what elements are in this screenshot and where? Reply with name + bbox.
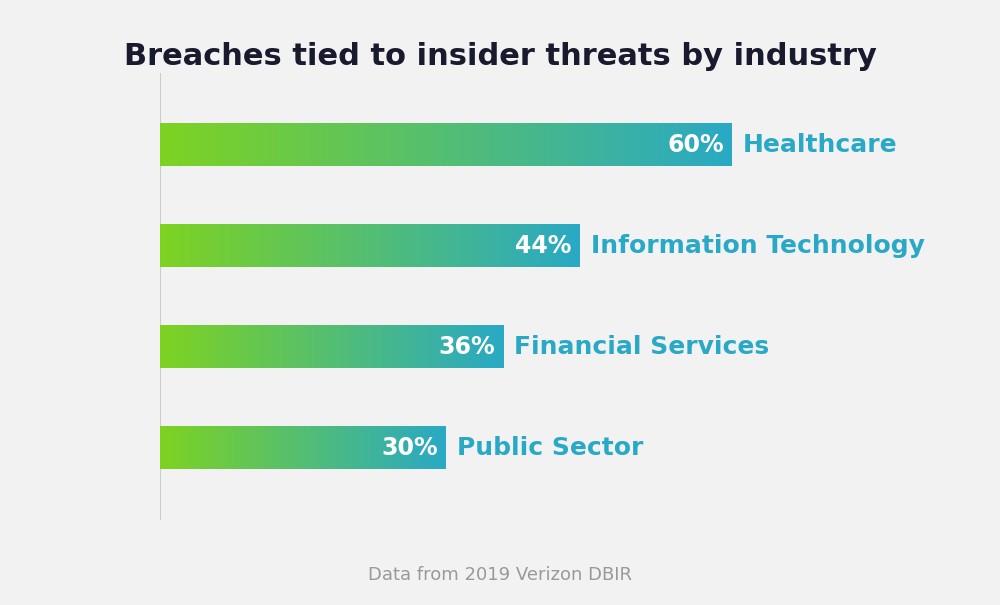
Text: 60%: 60%: [668, 133, 724, 157]
Text: Information Technology: Information Technology: [591, 234, 925, 258]
Text: 36%: 36%: [439, 335, 495, 359]
Text: 44%: 44%: [515, 234, 572, 258]
Text: Breaches tied to insider threats by industry: Breaches tied to insider threats by indu…: [124, 42, 876, 71]
Text: 30%: 30%: [382, 436, 438, 460]
Text: Public Sector: Public Sector: [457, 436, 644, 460]
Text: Data from 2019 Verizon DBIR: Data from 2019 Verizon DBIR: [368, 566, 632, 584]
Text: Healthcare: Healthcare: [743, 133, 898, 157]
Text: Financial Services: Financial Services: [514, 335, 770, 359]
